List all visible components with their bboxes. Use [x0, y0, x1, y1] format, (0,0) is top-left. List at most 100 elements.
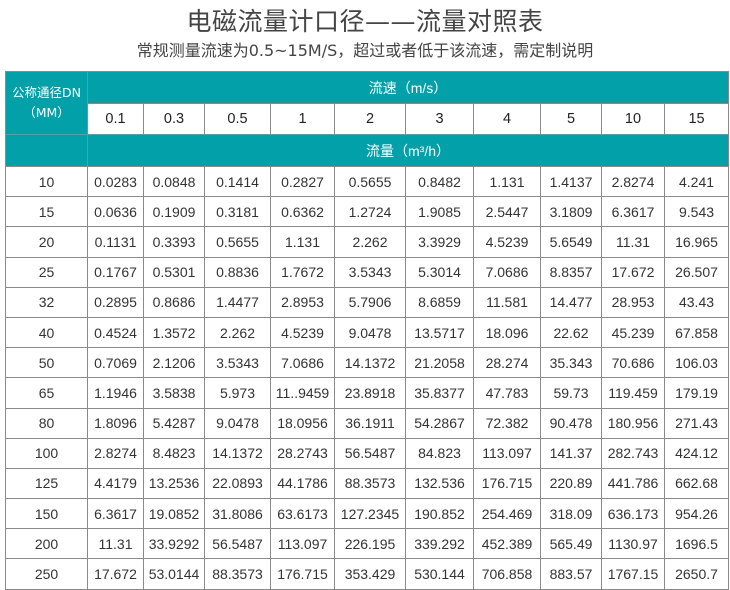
dn-cell: 65	[5, 377, 88, 409]
table-row: 125 4.4179 13.2536 22.0893 44.1786 88.3573 132…	[5, 467, 730, 500]
flow-cell: 17.672	[601, 256, 665, 288]
dn-cell: 100	[5, 437, 88, 469]
flow-cell: 190.852	[405, 498, 474, 530]
dn-header-unit: （MM）	[23, 105, 70, 120]
flow-cell: 0.1131	[87, 226, 144, 258]
flow-cell: 2.262	[204, 316, 271, 349]
flow-cell: 0.5301	[143, 256, 205, 288]
flow-cell: 3.3929	[405, 226, 474, 258]
flow-cell: 5.973	[204, 377, 271, 409]
flow-cell: 0.7069	[87, 347, 144, 379]
flow-cell: 1130.97	[601, 528, 665, 560]
table-row: 250 17.672 53.0144 88.3573 176.715 353.429 530…	[5, 558, 730, 590]
flow-cell: 5.3014	[405, 256, 474, 288]
flow-cell: 954.26	[663, 498, 730, 530]
flow-cell: 662.68	[663, 467, 730, 500]
flow-cell: 5.7906	[334, 286, 406, 318]
table-row: 25 0.1767 0.5301 0.8836 1.7672 3.5343 5.3014 7.…	[5, 256, 730, 288]
flow-cell: 0.1909	[143, 196, 205, 228]
flow-cell: 226.195	[334, 528, 406, 560]
flow-cell: 271.43	[663, 407, 730, 439]
flow-cell: 113.097	[473, 437, 541, 469]
flow-cell: 127.2345	[334, 498, 406, 530]
flow-cell: 141.37	[540, 437, 602, 469]
velocity-cell: 2	[334, 103, 406, 135]
flow-cell: 0.1767	[87, 256, 144, 288]
table-row: 32 0.2895 0.8686 1.4477 2.8953 5.7906 8.6859 11…	[5, 286, 730, 318]
flow-cell: 0.1414	[204, 165, 271, 198]
flow-cell: 5.4287	[143, 407, 205, 439]
page-title: 电磁流量计口径——流量对照表	[186, 7, 544, 36]
flow-cell: 318.09	[540, 498, 602, 530]
flow-cell: 0.0283	[87, 165, 144, 198]
flow-cell: 220.89	[540, 467, 602, 500]
flow-cell: 180.956	[601, 407, 665, 439]
flow-cell: 0.8836	[204, 256, 271, 288]
flow-cell: 7.0686	[473, 256, 541, 288]
flow-cell: 1.8096	[87, 407, 144, 439]
flow-cell: 1.2724	[334, 196, 406, 228]
velocity-cell: 4	[473, 103, 541, 135]
flow-cell: 19.0852	[143, 498, 205, 530]
flow-cell: 2.262	[334, 226, 406, 258]
flow-cell: 1.3572	[143, 316, 205, 349]
velocity-cell: 1	[270, 103, 335, 135]
dn-cell: 15	[5, 196, 88, 228]
flow-cell: 0.8686	[143, 286, 205, 318]
dn-cell: 32	[5, 286, 88, 318]
dn-cell: 10	[5, 165, 88, 198]
flow-cell: 84.823	[405, 437, 474, 469]
flow-cell: 9.0478	[334, 316, 406, 349]
flow-cell: 441.786	[601, 467, 665, 500]
flow-cell: 2650.7	[663, 558, 730, 590]
table-row: 10 0.0283 0.0848 0.1414 0.2827 0.5655 0.8482 1.…	[5, 165, 730, 198]
flow-cell: 636.173	[601, 498, 665, 530]
flow-cell: 353.429	[334, 558, 406, 590]
flow-cell: 18.0956	[270, 407, 335, 439]
flow-cell: 28.953	[601, 286, 665, 318]
flow-cell: 2.8274	[87, 437, 144, 469]
flow-cell: 5.6549	[540, 226, 602, 258]
flow-cell: 2.5447	[473, 196, 541, 228]
page-subtitle: 常规测量流速为0.5~15M/S，超过或者低于该流速，需定制说明	[136, 41, 594, 60]
flow-cell: 0.5655	[204, 226, 271, 258]
dn-cell: 20	[5, 226, 88, 258]
flow-cell: 1.131	[270, 226, 335, 258]
flow-cell: 63.6173	[270, 498, 335, 530]
flow-cell: 8.8357	[540, 256, 602, 288]
flow-cell: 22.0893	[204, 467, 271, 500]
velocity-cell: 0.3	[143, 103, 205, 135]
flow-cell: 4.241	[663, 165, 730, 198]
flow-cell: 282.743	[601, 437, 665, 469]
flow-cell: 14.1372	[334, 347, 406, 379]
flow-cell: 26.507	[663, 256, 730, 288]
flow-cell: 0.4524	[87, 316, 144, 349]
flow-cell: 1.7672	[270, 256, 335, 288]
flow-cell: 7.0686	[270, 347, 335, 379]
table-row: 20 0.1131 0.3393 0.5655 1.131 2.262 3.3929 4.52…	[5, 226, 730, 258]
flow-cell: 132.536	[405, 467, 474, 500]
flow-cell: 0.0636	[87, 196, 144, 228]
velocity-header: 流速（m/s）	[86, 71, 730, 104]
flow-table: 公称通径DN （MM） 流速（m/s） 0.1 0.3 0.5 1 2 3 4 5 10 15 流…	[5, 71, 730, 590]
flow-cell: 0.0848	[143, 165, 205, 198]
flow-cell: 33.9292	[143, 528, 205, 560]
flow-cell: 11..9459	[270, 377, 335, 409]
flow-cell: 9.543	[663, 196, 730, 228]
flow-cell: 35.343	[540, 347, 602, 379]
flow-cell: 31.8086	[204, 498, 271, 530]
flow-cell: 28.274	[473, 347, 541, 379]
flow-cell: 0.2895	[87, 286, 144, 318]
flow-cell: 21.2058	[405, 347, 474, 379]
velocity-cell: 5	[540, 103, 602, 135]
flow-cell: 56.5487	[204, 528, 271, 560]
flow-cell: 565.49	[540, 528, 602, 560]
velocity-row: 0.1 0.3 0.5 1 2 3 4 5 10 15	[6, 103, 730, 135]
flow-cell: 56.5487	[334, 437, 406, 469]
flow-cell: 47.783	[473, 377, 541, 409]
velocity-cell: 0.5	[204, 103, 271, 135]
flow-cell: 13.5717	[405, 316, 474, 349]
flow-cell: 339.292	[405, 528, 474, 560]
flow-cell: 23.8918	[334, 377, 406, 409]
flow-cell: 113.097	[270, 528, 335, 560]
